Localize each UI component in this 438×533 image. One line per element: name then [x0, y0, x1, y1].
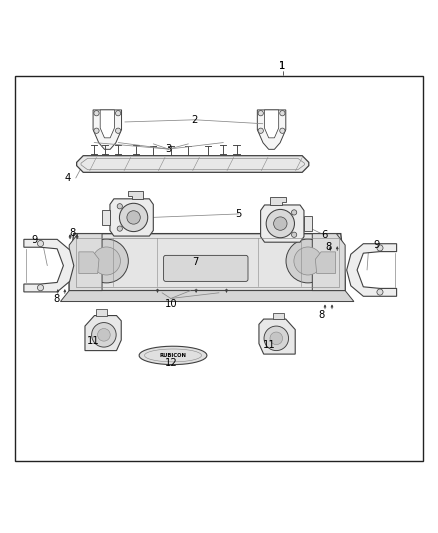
Circle shape	[94, 110, 99, 116]
Polygon shape	[69, 233, 345, 290]
Circle shape	[280, 110, 285, 116]
Text: 9: 9	[374, 240, 380, 251]
Polygon shape	[93, 110, 121, 149]
Polygon shape	[128, 191, 143, 199]
Text: 10: 10	[165, 298, 177, 309]
Polygon shape	[100, 110, 114, 138]
Text: 2: 2	[192, 115, 198, 125]
Bar	[96, 309, 107, 316]
Circle shape	[270, 332, 283, 345]
Circle shape	[292, 210, 297, 215]
Circle shape	[37, 240, 44, 247]
Polygon shape	[346, 244, 396, 296]
Text: 9: 9	[31, 235, 37, 245]
Polygon shape	[102, 210, 110, 225]
Text: 8: 8	[319, 310, 325, 320]
Polygon shape	[77, 156, 309, 172]
Circle shape	[264, 326, 289, 351]
Polygon shape	[312, 233, 345, 290]
Circle shape	[116, 128, 121, 133]
Polygon shape	[261, 205, 304, 242]
Circle shape	[377, 245, 383, 251]
Polygon shape	[271, 197, 286, 205]
Text: 11: 11	[87, 336, 100, 346]
Circle shape	[274, 217, 287, 230]
Text: 7: 7	[192, 257, 198, 267]
Circle shape	[117, 204, 122, 209]
Text: 6: 6	[321, 230, 327, 240]
Text: 4: 4	[65, 173, 71, 183]
Circle shape	[286, 239, 330, 283]
Polygon shape	[139, 346, 207, 365]
Circle shape	[258, 110, 263, 116]
Circle shape	[258, 128, 263, 133]
Text: 5: 5	[236, 209, 242, 219]
Polygon shape	[259, 319, 295, 354]
Text: 3: 3	[166, 144, 172, 154]
Circle shape	[94, 128, 99, 133]
Circle shape	[294, 247, 322, 275]
Bar	[273, 313, 284, 319]
Polygon shape	[85, 316, 121, 351]
Circle shape	[266, 209, 294, 238]
Text: 11: 11	[263, 341, 276, 350]
Text: 1: 1	[279, 61, 286, 71]
Circle shape	[127, 211, 140, 224]
Circle shape	[98, 328, 110, 341]
Text: 12: 12	[164, 358, 177, 368]
Polygon shape	[79, 252, 99, 273]
Circle shape	[85, 239, 128, 283]
Text: 1: 1	[279, 61, 286, 71]
Polygon shape	[60, 290, 354, 302]
Text: 8: 8	[69, 228, 75, 238]
Bar	[15, 76, 423, 462]
Polygon shape	[69, 233, 102, 290]
Circle shape	[280, 128, 285, 133]
Text: RUBICON: RUBICON	[159, 353, 187, 358]
Polygon shape	[257, 110, 286, 149]
Circle shape	[37, 285, 44, 291]
Circle shape	[116, 110, 121, 116]
Polygon shape	[315, 252, 336, 273]
FancyBboxPatch shape	[163, 255, 248, 281]
Text: 8: 8	[53, 294, 59, 304]
Polygon shape	[110, 199, 153, 236]
Circle shape	[92, 247, 120, 275]
Circle shape	[117, 226, 122, 231]
Circle shape	[120, 203, 148, 232]
Circle shape	[292, 232, 297, 237]
Circle shape	[377, 289, 383, 295]
Polygon shape	[265, 110, 279, 138]
Polygon shape	[24, 239, 74, 292]
Text: 8: 8	[325, 242, 332, 252]
Polygon shape	[304, 216, 312, 231]
Circle shape	[92, 322, 116, 347]
